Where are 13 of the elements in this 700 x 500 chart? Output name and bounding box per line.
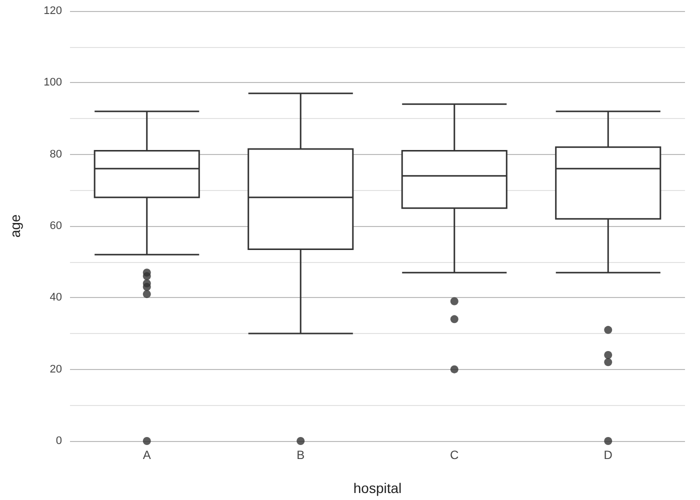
x-tick-label: D — [604, 448, 613, 462]
x-tick-label: A — [142, 448, 151, 462]
y-tick-label: 120 — [44, 5, 62, 17]
y-tick-label: 60 — [50, 220, 62, 232]
y-tick-label: 80 — [50, 148, 62, 160]
x-axis-title: hospital — [353, 480, 402, 496]
x-tick-label: B — [296, 448, 305, 462]
x-tick-label: C — [450, 448, 460, 462]
y-axis-title: age — [7, 214, 23, 238]
y-tick-label: 20 — [50, 363, 62, 376]
y-tick-label: 0 — [56, 435, 62, 447]
y-tick-label: 40 — [50, 292, 62, 304]
y-tick-label: 100 — [44, 76, 62, 89]
